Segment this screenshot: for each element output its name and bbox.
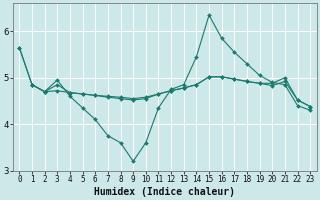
X-axis label: Humidex (Indice chaleur): Humidex (Indice chaleur) bbox=[94, 186, 235, 197]
